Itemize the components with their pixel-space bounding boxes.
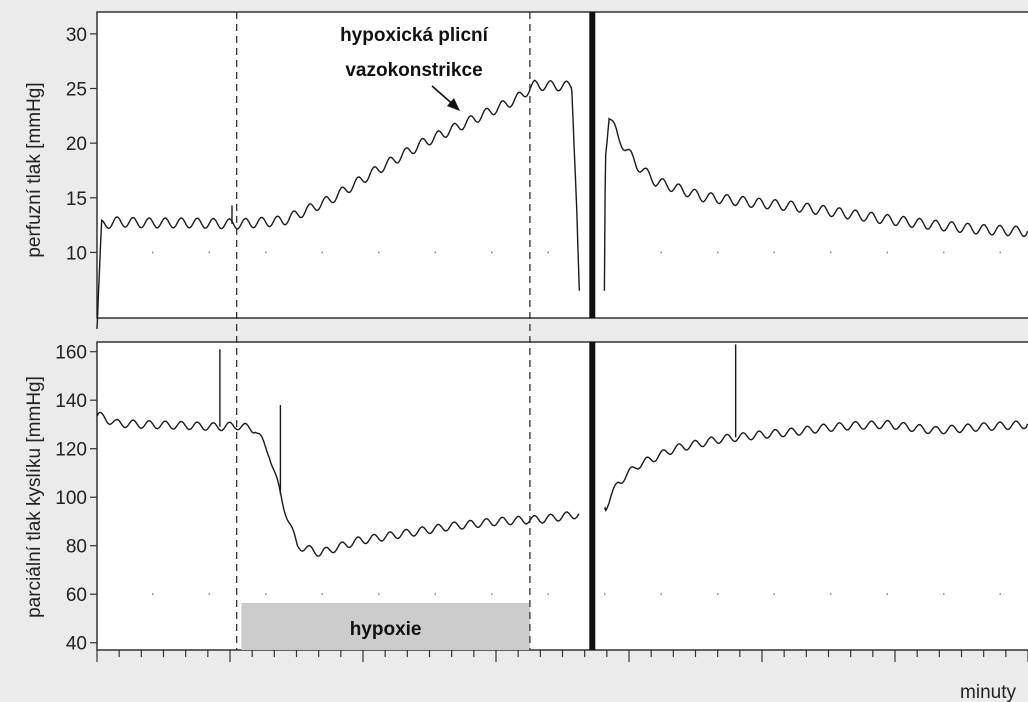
top-panel-y-axis-label: perfuzní tlak [mmHg] [24, 82, 45, 257]
top-panel-series [96, 79, 1028, 329]
top-ytick-label: 30 [66, 25, 87, 46]
bottom-ytick-label: 100 [55, 488, 87, 509]
hypoxia-band-label: hypoxie [350, 619, 422, 640]
bottom-ytick-label: 140 [55, 391, 87, 412]
annotation-arrow-head [447, 98, 460, 111]
top-panel-frame [96, 11, 1028, 319]
bottom-series-1 [96, 411, 580, 557]
bottom-series-2 [603, 419, 1028, 513]
top-ytick-label: 25 [66, 80, 87, 101]
bottom-ytick-label: 60 [66, 585, 87, 606]
hypoxia-band [241, 603, 530, 650]
top-ytick-label: 20 [66, 134, 87, 155]
top-panel: 10 15 20 25 30 perfuzní tlak [mmHg] hypoxick… [24, 11, 1028, 329]
x-axis-label: minuty [960, 682, 1016, 702]
x-axis-ticks [96, 650, 1028, 662]
top-ytick-label: 10 [66, 243, 87, 264]
bottom-panel-series [96, 344, 1028, 596]
bottom-panel-y-axis-label: parciální tlak kyslíku [mmHg] [24, 376, 45, 618]
event-markers [235, 12, 596, 650]
top-panel-y-ticks: 10 15 20 25 30 [66, 25, 97, 264]
top-ytick-label: 15 [66, 189, 87, 210]
bottom-panel: 40 60 80 100 120 140 160 hypoxie parciální tla… [24, 341, 1028, 662]
bottom-ytick-label: 120 [55, 440, 87, 461]
bottom-ytick-label: 160 [55, 343, 87, 364]
top-series-2 [603, 117, 1028, 291]
bottom-ytick-label: 40 [66, 634, 87, 655]
bottom-panel-y-ticks: 40 60 80 100 120 140 160 [55, 343, 97, 655]
annotation-line-2: vazokonstrikce [345, 60, 482, 81]
annotation-line-1: hypoxická plicní [340, 25, 489, 46]
bottom-ytick-label: 80 [66, 537, 87, 558]
bottom-panel-frame [96, 341, 1028, 651]
top-series-1 [96, 79, 580, 329]
